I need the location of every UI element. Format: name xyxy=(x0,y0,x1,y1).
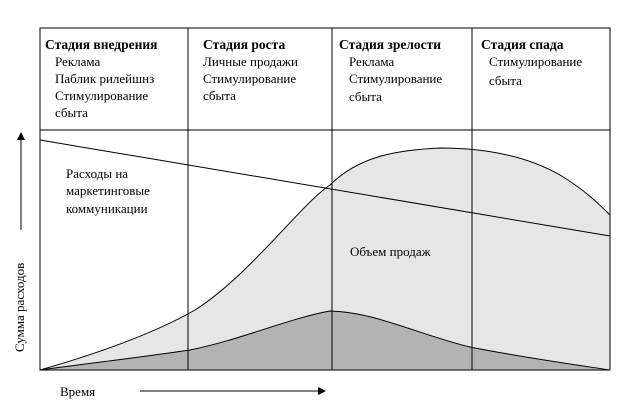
stage-2-item-1: Личные продажи xyxy=(203,54,298,69)
stage-1-item-1: Реклама xyxy=(55,54,101,69)
x-axis-label: Время xyxy=(60,384,95,399)
stage-3-item-3: сбыта xyxy=(349,89,382,104)
stage-1-item-4: сбыта xyxy=(55,105,88,120)
stage-4-item-2: сбыта xyxy=(489,73,522,88)
y-axis-label: Сумма расходов xyxy=(12,263,27,352)
stage-2-title: Стадия роста xyxy=(203,37,285,52)
stage-1-item-2: Паблик рилейшнз xyxy=(55,71,154,86)
stage-1-item-3: Стимулирование xyxy=(55,88,148,103)
stage-4-title: Стадия спада xyxy=(481,37,564,52)
stage-2-item-2: Стимулирование xyxy=(203,71,296,86)
expenses-label-line-2: маркетинговые xyxy=(66,183,150,198)
expenses-label-line-3: коммуникации xyxy=(66,201,148,216)
stage-3-item-2: Стимулирование xyxy=(349,71,442,86)
sales-volume-area xyxy=(39,147,611,371)
expenses-trend-line xyxy=(39,139,611,237)
stage-4-item-1: Стимулирование xyxy=(489,54,582,69)
stage-2-item-3: сбыта xyxy=(203,88,236,103)
stage-3-title: Стадия зрелости xyxy=(339,37,441,52)
sales-volume-label: Объем продаж xyxy=(350,244,432,259)
diagram-frame xyxy=(39,27,611,371)
expenses-label-line-1: Расходы на xyxy=(66,166,128,181)
stage-3-item-1: Реклама xyxy=(349,54,395,69)
expenses-area xyxy=(39,310,611,371)
stage-1-title: Стадия внедрения xyxy=(45,37,157,52)
